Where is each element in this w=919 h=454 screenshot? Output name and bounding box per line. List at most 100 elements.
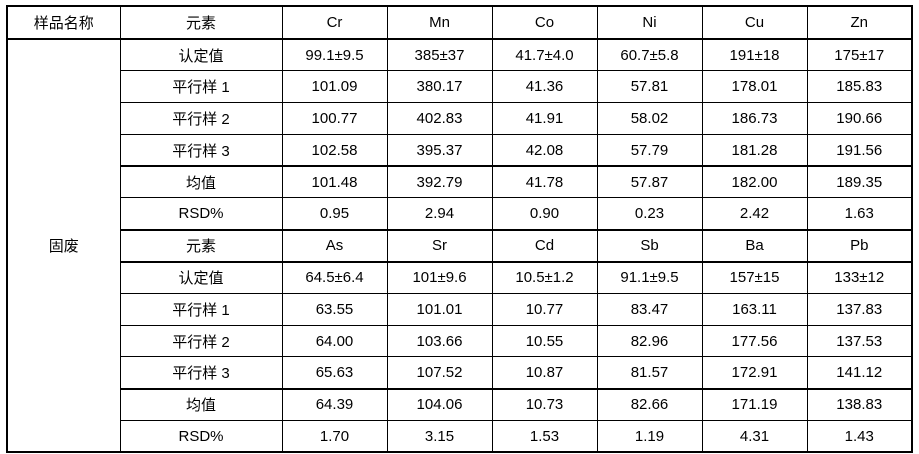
element-symbol-cell: Sb	[596, 228, 703, 263]
value-cell: 2.42	[701, 197, 808, 231]
value-cell: 10.73	[491, 387, 598, 422]
element-symbol-cell: Cd	[491, 228, 598, 263]
value-cell: 1.43	[806, 420, 913, 453]
row-label-cell: 认定值	[119, 260, 283, 294]
element-symbol-cell: Cu	[701, 5, 808, 40]
value-cell: 385±37	[386, 38, 493, 72]
value-cell: 175±17	[806, 38, 913, 72]
value-cell: 392.79	[386, 165, 493, 199]
row-label-cell: 平行样 3	[119, 133, 283, 167]
value-cell: 181.28	[701, 133, 808, 167]
value-cell: 137.53	[806, 324, 913, 358]
value-cell: 60.7±5.8	[596, 38, 703, 72]
table-row: 平行样 2 100.77 402.83 41.91 58.02 186.73 190.66	[7, 102, 913, 135]
value-cell: 103.66	[386, 324, 493, 358]
value-cell: 138.83	[806, 387, 913, 422]
table-row: 均值 64.39 104.06 10.73 82.66 171.19 138.83	[7, 387, 913, 422]
row-label-cell: 平行样 1	[119, 70, 283, 104]
sample-analysis-table-wrap: 样品名称 元素 Cr Mn Co Ni Cu Zn 固废 认定值 99.1±9.5 385±37…	[6, 5, 913, 454]
value-cell: 102.58	[281, 133, 388, 167]
sample-analysis-table: 样品名称 元素 Cr Mn Co Ni Cu Zn 固废 认定值 99.1±9.5 385±37…	[6, 5, 913, 454]
value-cell: 380.17	[386, 70, 493, 104]
value-cell: 1.70	[281, 420, 388, 453]
value-cell: 64.00	[281, 324, 388, 358]
value-cell: 41.36	[491, 70, 598, 104]
value-cell: 91.1±9.5	[596, 260, 703, 294]
element-subheader-row: 元素 As Sr Cd Sb Ba Pb	[7, 228, 913, 263]
table-row: 平行样 3 65.63 107.52 10.87 81.57 172.91 141.12	[7, 356, 913, 390]
value-cell: 163.11	[701, 292, 808, 326]
value-cell: 101.01	[386, 292, 493, 326]
table-row: 认定值 64.5±6.4 101±9.6 10.5±1.2 91.1±9.5 157±15…	[7, 260, 913, 294]
value-cell: 65.63	[281, 356, 388, 390]
sample-name-header-cell: 样品名称	[6, 5, 121, 40]
value-cell: 57.79	[596, 133, 703, 167]
value-cell: 2.94	[386, 197, 493, 231]
value-cell: 41.78	[491, 165, 598, 199]
table-row: 平行样 1 63.55 101.01 10.77 83.47 163.11 137.83	[7, 292, 913, 326]
value-cell: 0.95	[281, 197, 388, 231]
row-label-cell: RSD%	[119, 197, 283, 231]
row-label-cell: 认定值	[119, 38, 283, 72]
value-cell: 177.56	[701, 324, 808, 358]
value-cell: 83.47	[596, 292, 703, 326]
element-header-label-cell: 元素	[119, 5, 283, 40]
row-label-cell: 均值	[119, 387, 283, 422]
value-cell: 63.55	[281, 292, 388, 326]
value-cell: 395.37	[386, 133, 493, 167]
value-cell: 10.77	[491, 292, 598, 326]
element-symbol-cell: Mn	[386, 5, 493, 40]
table-row: RSD% 0.95 2.94 0.90 0.23 2.42 1.63	[7, 197, 913, 231]
value-cell: 1.53	[491, 420, 598, 453]
element-symbol-cell: As	[281, 228, 388, 263]
value-cell: 10.5±1.2	[491, 260, 598, 294]
value-cell: 1.63	[806, 197, 913, 231]
value-cell: 0.90	[491, 197, 598, 231]
value-cell: 402.83	[386, 102, 493, 135]
row-label-cell: RSD%	[119, 420, 283, 453]
row-label-cell: 平行样 1	[119, 292, 283, 326]
element-symbol-cell: Co	[491, 5, 598, 40]
value-cell: 1.19	[596, 420, 703, 453]
value-cell: 182.00	[701, 165, 808, 199]
value-cell: 185.83	[806, 70, 913, 104]
row-label-cell: 平行样 2	[119, 102, 283, 135]
value-cell: 3.15	[386, 420, 493, 453]
value-cell: 4.31	[701, 420, 808, 453]
value-cell: 101.09	[281, 70, 388, 104]
value-cell: 141.12	[806, 356, 913, 390]
header-row: 样品名称 元素 Cr Mn Co Ni Cu Zn	[6, 5, 913, 40]
table-row: 平行样 2 64.00 103.66 10.55 82.96 177.56 137.53	[7, 324, 913, 358]
value-cell: 107.52	[386, 356, 493, 390]
value-cell: 189.35	[806, 165, 913, 199]
value-cell: 41.91	[491, 102, 598, 135]
value-cell: 41.7±4.0	[491, 38, 598, 72]
value-cell: 99.1±9.5	[281, 38, 388, 72]
table-row: 平行样 1 101.09 380.17 41.36 57.81 178.01 185.83	[7, 70, 913, 104]
value-cell: 100.77	[281, 102, 388, 135]
value-cell: 0.23	[596, 197, 703, 231]
element-symbol-cell: Pb	[806, 228, 913, 263]
value-cell: 10.87	[491, 356, 598, 390]
value-cell: 57.87	[596, 165, 703, 199]
value-cell: 104.06	[386, 387, 493, 422]
value-cell: 190.66	[806, 102, 913, 135]
value-cell: 57.81	[596, 70, 703, 104]
element-symbol-cell: Cr	[281, 5, 388, 40]
table-row: 平行样 3 102.58 395.37 42.08 57.79 181.28 191.56	[7, 133, 913, 167]
table-row: 均值 101.48 392.79 41.78 57.87 182.00 189.35	[7, 165, 913, 199]
value-cell: 178.01	[701, 70, 808, 104]
element-symbol-cell: Ni	[596, 5, 703, 40]
row-label-cell: 元素	[119, 228, 283, 263]
value-cell: 58.02	[596, 102, 703, 135]
value-cell: 186.73	[701, 102, 808, 135]
row-label-cell: 均值	[119, 165, 283, 199]
element-symbol-cell: Ba	[701, 228, 808, 263]
value-cell: 172.91	[701, 356, 808, 390]
value-cell: 137.83	[806, 292, 913, 326]
value-cell: 42.08	[491, 133, 598, 167]
element-symbol-cell: Zn	[806, 5, 913, 40]
value-cell: 82.96	[596, 324, 703, 358]
table-body: 固废 认定值 99.1±9.5 385±37 41.7±4.0 60.7±5.8 191±1…	[6, 37, 913, 453]
value-cell: 171.19	[701, 387, 808, 422]
